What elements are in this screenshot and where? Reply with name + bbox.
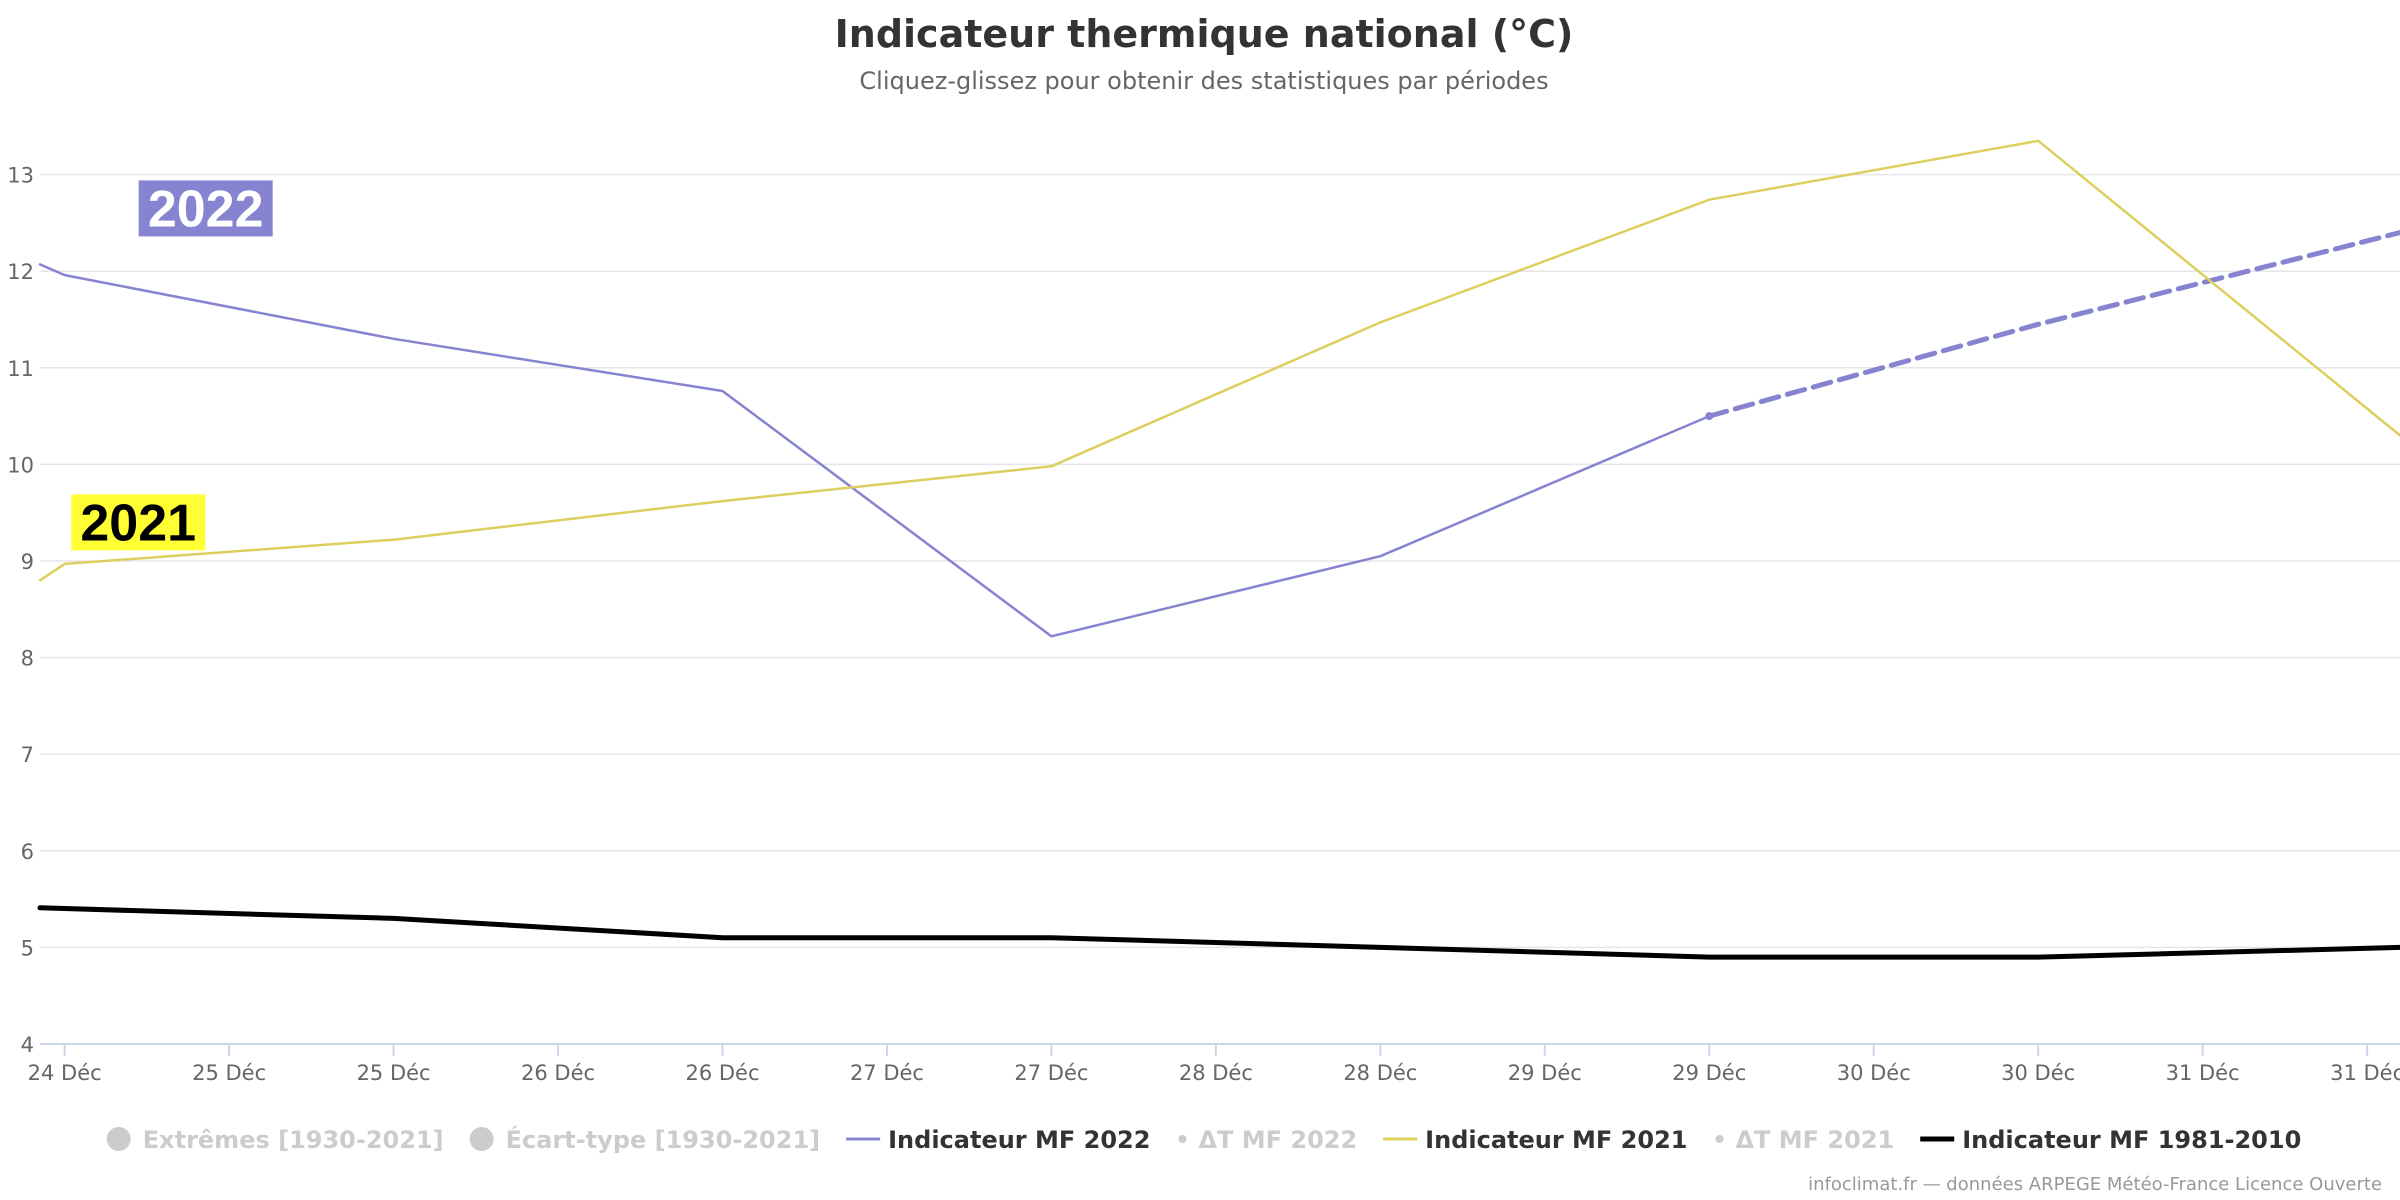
legend-item[interactable]: Indicateur MF 1981-2010: [1920, 1126, 2301, 1154]
y-tick-label: 10: [7, 453, 34, 477]
legend-label[interactable]: Extrêmes [1930-2021]: [143, 1126, 444, 1154]
y-tick-label: 8: [21, 647, 34, 671]
series-line[interactable]: [1706, 230, 2400, 419]
legend-label[interactable]: ΔT MF 2022: [1198, 1126, 1357, 1154]
x-tick-label: 30 Déc: [1837, 1061, 1911, 1085]
y-tick-label: 7: [21, 743, 34, 767]
annotation-badge: [138, 180, 273, 237]
legend-item[interactable]: Extrêmes [1930-2021]: [106, 1126, 444, 1154]
annotation-badge: [71, 494, 206, 551]
annotation-label: 2022: [148, 180, 264, 238]
y-tick-label: 9: [21, 550, 34, 574]
legend-label[interactable]: Indicateur MF 2021: [1425, 1126, 1687, 1154]
x-axis: 24 Déc 25 Déc 25 Déc 26 Déc 26 Déc 27 Déc 27 D…: [28, 1043, 2400, 1085]
y-axis-ticks: 4 5 6 7 8 9 10 11 12 13: [7, 164, 34, 1057]
series-line[interactable]: [38, 139, 2400, 582]
legend-symbol-circle: [469, 1127, 494, 1151]
y-tick-label: 13: [7, 164, 34, 188]
legend-label[interactable]: Indicateur MF 1981-2010: [1962, 1126, 2301, 1154]
legend-item[interactable]: Indicateur MF 2021: [1383, 1126, 1687, 1154]
x-tick-label: 26 Déc: [521, 1061, 595, 1085]
x-tick-label: 31 Déc: [2330, 1061, 2400, 1085]
legend-label[interactable]: Indicateur MF 2022: [888, 1126, 1150, 1154]
x-tick-label: 25 Déc: [192, 1061, 266, 1085]
series-point[interactable]: [1705, 412, 1714, 421]
x-tick-label: 25 Déc: [357, 1061, 431, 1085]
annotations: 2022 2021: [71, 180, 273, 552]
series-line[interactable]: [38, 263, 1711, 638]
credits-text[interactable]: infoclimat.fr — données ARPEGE Météo-Fra…: [1808, 1174, 2382, 1195]
y-tick-label: 6: [21, 840, 34, 864]
legend[interactable]: Extrêmes [1930-2021] Écart-type [1930-202…: [106, 1125, 2302, 1154]
legend-item[interactable]: Écart-type [1930-2021]: [469, 1125, 821, 1154]
legend-symbol-circle: [106, 1127, 131, 1151]
legend-item[interactable]: ΔT MF 2021: [1715, 1126, 1894, 1154]
x-tick-label: 27 Déc: [850, 1061, 924, 1085]
y-tick-label: 11: [7, 357, 34, 381]
y-tick-label: 4: [21, 1033, 34, 1057]
legend-label[interactable]: Écart-type [1930-2021]: [506, 1125, 821, 1154]
legend-symbol-dot: [1715, 1135, 1724, 1143]
x-tick-label: 26 Déc: [685, 1061, 759, 1085]
x-tick-label: 29 Déc: [1508, 1061, 1582, 1085]
x-tick-label: 31 Déc: [2166, 1061, 2240, 1085]
x-tick-label: 29 Déc: [1672, 1061, 1746, 1085]
x-tick-label: 30 Déc: [2001, 1061, 2075, 1085]
legend-item[interactable]: ΔT MF 2022: [1178, 1126, 1357, 1154]
x-tick-label: 24 Déc: [28, 1061, 102, 1085]
series-line[interactable]: [37, 905, 2400, 960]
y-tick-label: 5: [21, 936, 34, 960]
legend-item[interactable]: Indicateur MF 2022: [846, 1126, 1150, 1154]
y-tick-label: 12: [7, 260, 34, 284]
legend-symbol-dot: [1178, 1135, 1187, 1143]
annotation-label: 2021: [80, 494, 196, 552]
x-tick-label: 28 Déc: [1343, 1061, 1417, 1085]
series-group[interactable]: [37, 139, 2400, 960]
chart-subtitle: Cliquez-glissez pour obtenir des statist…: [859, 67, 1548, 95]
x-tick-label: 27 Déc: [1014, 1061, 1088, 1085]
x-tick-label: 28 Déc: [1179, 1061, 1253, 1085]
legend-label[interactable]: ΔT MF 2021: [1735, 1126, 1894, 1154]
grid-lines: [40, 173, 2400, 949]
chart-title: Indicateur thermique national (°C): [835, 12, 1574, 56]
